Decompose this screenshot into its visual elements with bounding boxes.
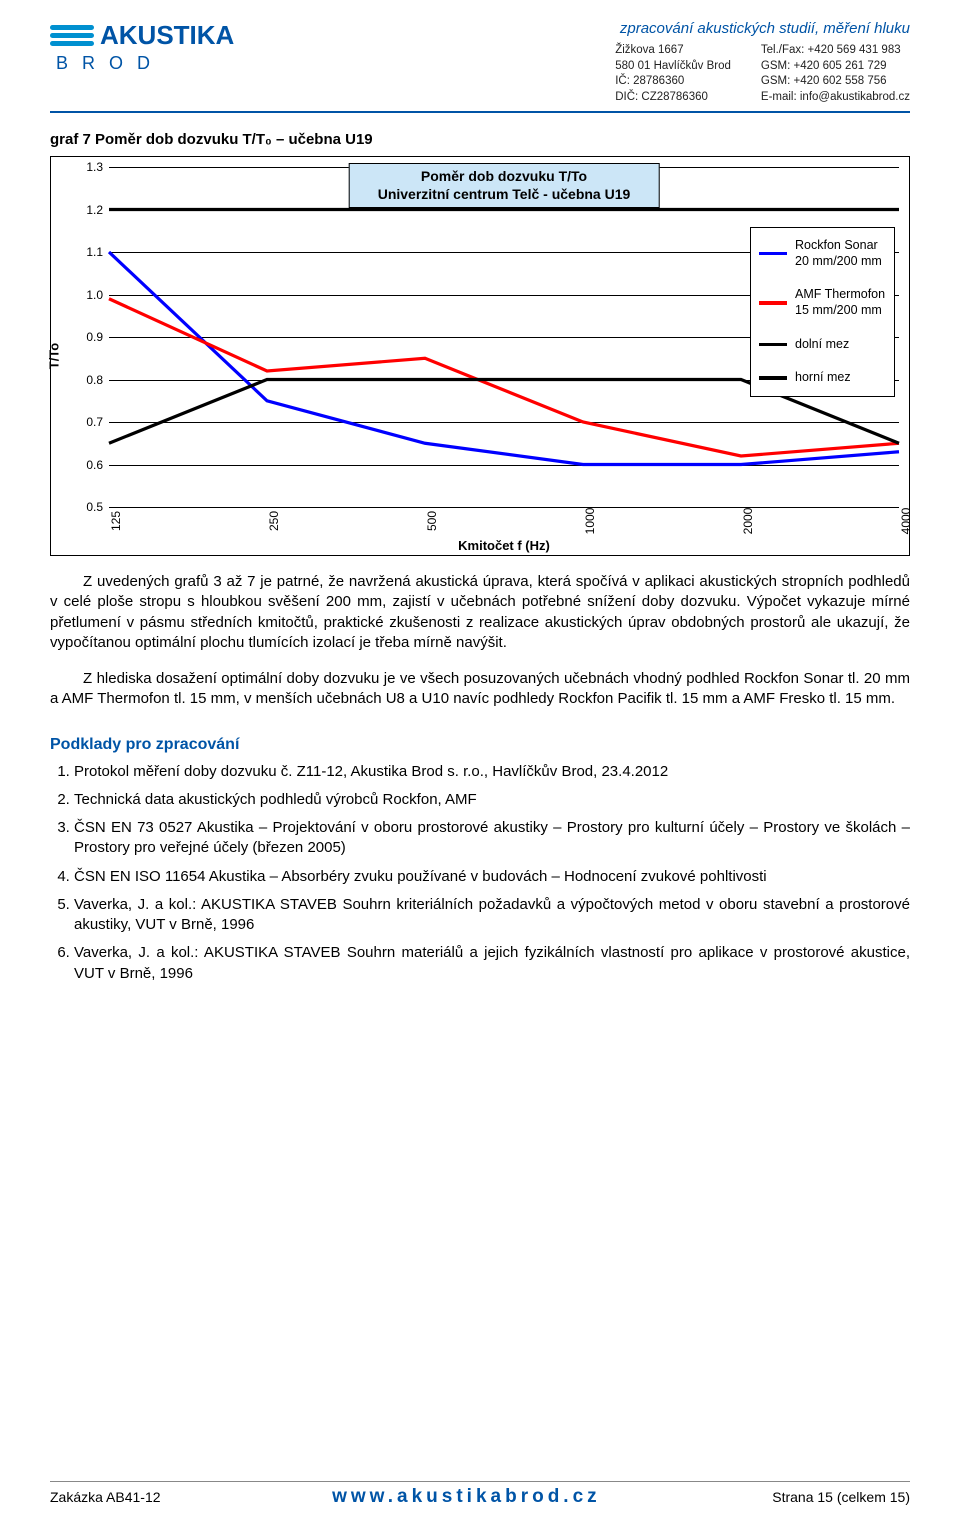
addr-line: DIČ: CZ28786360 <box>615 90 731 106</box>
refs-list: Protokol měření doby dozvuku č. Z11-12, … <box>50 762 910 984</box>
logo-subtext: BROD <box>56 53 280 74</box>
addr-line: Žižkova 1667 <box>615 43 731 59</box>
contact-grid: Žižkova 1667 580 01 Havlíčkův Brod IČ: 2… <box>280 43 910 105</box>
legend-swatch-icon <box>759 301 787 305</box>
footer-right: Strana 15 (celkem 15) <box>772 1489 910 1505</box>
footer-left: Zakázka AB41-12 <box>50 1489 161 1505</box>
addr-line: IČ: 28786360 <box>615 74 731 90</box>
refs-heading: Podklady pro zpracování <box>50 736 910 754</box>
legend-label: AMF Thermofon 15 mm/200 mm <box>795 287 886 318</box>
legend-label: Rockfon Sonar 20 mm/200 mm <box>795 238 886 269</box>
legend-label: horní mez <box>795 370 851 386</box>
ref-item: Protokol měření doby dozvuku č. Z11-12, … <box>74 762 910 782</box>
ytick-label: 0.9 <box>67 330 103 344</box>
ytick-label: 1.0 <box>67 288 103 302</box>
page-footer: Zakázka AB41-12 www.akustikabrod.cz Stra… <box>50 1481 910 1508</box>
ytick-label: 0.8 <box>67 373 103 387</box>
logo-block: AKUSTIKA BROD <box>50 20 280 74</box>
legend-item: AMF Thermofon 15 mm/200 mm <box>759 287 886 318</box>
chart-legend: Rockfon Sonar 20 mm/200 mm AMF Thermofon … <box>750 227 895 397</box>
legend-swatch-icon <box>759 252 787 256</box>
legend-swatch-icon <box>759 376 787 380</box>
chart-title: Poměr dob dozvuku T/To Univerzitní centr… <box>349 163 660 208</box>
contact-line: GSM: +420 605 261 729 <box>761 59 910 75</box>
ytick-label: 1.3 <box>67 160 103 174</box>
yaxis-label: T/To <box>47 343 62 369</box>
legend-swatch-icon <box>759 343 787 347</box>
xtick-label: 250 <box>267 511 281 531</box>
contact-line: Tel./Fax: +420 569 431 983 <box>761 43 910 59</box>
ref-item: Technická data akustických podhledů výro… <box>74 790 910 810</box>
ytick-label: 0.6 <box>67 458 103 472</box>
ytick-label: 1.1 <box>67 245 103 259</box>
xtick-label: 2000 <box>741 508 755 535</box>
footer-url: www.akustikabrod.cz <box>332 1486 601 1508</box>
legend-item: horní mez <box>759 370 886 386</box>
logo-text: AKUSTIKA <box>100 20 234 51</box>
legend-label: dolní mez <box>795 337 849 353</box>
ref-item: ČSN EN 73 0527 Akustika – Projektování v… <box>74 818 910 859</box>
paragraph-1: Z uvedených grafů 3 až 7 je patrné, že n… <box>50 572 910 653</box>
letterhead: AKUSTIKA BROD zpracování akustických stu… <box>50 20 910 113</box>
legend-item: Rockfon Sonar 20 mm/200 mm <box>759 238 886 269</box>
chart-heading: graf 7 Poměr dob dozvuku T/T₀ – učebna U… <box>50 131 910 148</box>
ytick-label: 0.5 <box>67 500 103 514</box>
xtick-label: 4000 <box>899 508 913 535</box>
chart-title-line1: Poměr dob dozvuku T/To <box>421 168 587 184</box>
paragraph-2: Z hlediska dosažení optimální doby dozvu… <box>50 669 910 710</box>
ytick-label: 0.7 <box>67 415 103 429</box>
logo-waves-icon <box>50 25 94 46</box>
xaxis-label: Kmitočet f (Hz) <box>458 538 550 553</box>
chart-title-line2: Univerzitní centrum Telč - učebna U19 <box>378 186 631 202</box>
legend-item: dolní mez <box>759 337 886 353</box>
addr-line: 580 01 Havlíčkův Brod <box>615 59 731 75</box>
chart-container: T/To Poměr dob dozvuku T/To Univerzitní … <box>50 156 910 556</box>
ytick-label: 1.2 <box>67 203 103 217</box>
ref-item: Vaverka, J. a kol.: AKUSTIKA STAVEB Souh… <box>74 895 910 936</box>
xtick-label: 125 <box>109 511 123 531</box>
tagline: zpracování akustických studií, měření hl… <box>280 20 910 37</box>
xtick-label: 500 <box>425 511 439 531</box>
gridline <box>109 507 899 508</box>
contact-line: E-mail: info@akustikabrod.cz <box>761 90 910 106</box>
ref-item: ČSN EN ISO 11654 Akustika – Absorbéry zv… <box>74 867 910 887</box>
xtick-label: 1000 <box>583 508 597 535</box>
contact-line: GSM: +420 602 558 756 <box>761 74 910 90</box>
ref-item: Vaverka, J. a kol.: AKUSTIKA STAVEB Souh… <box>74 943 910 984</box>
